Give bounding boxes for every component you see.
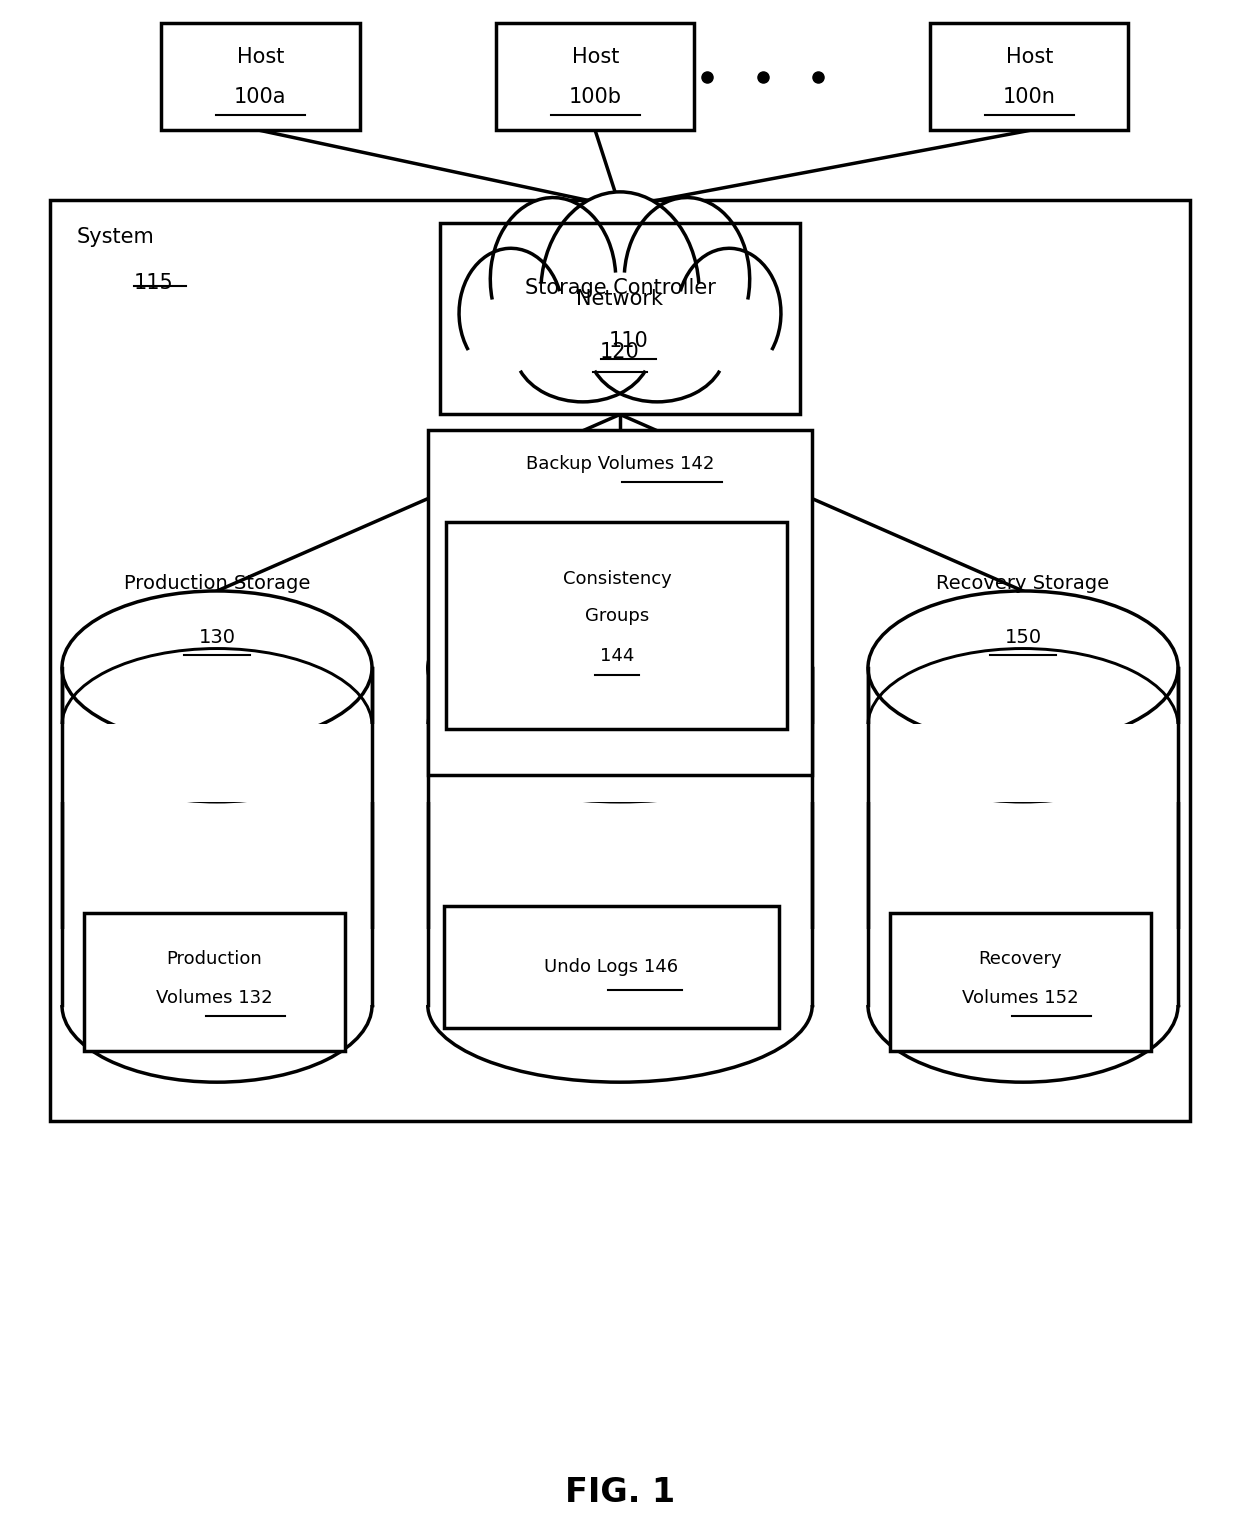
FancyBboxPatch shape [161,23,360,130]
Ellipse shape [515,298,651,402]
Text: 100a: 100a [234,86,286,107]
Ellipse shape [868,929,1178,1082]
Text: Volumes 132: Volumes 132 [156,989,273,1007]
Text: 120: 120 [600,342,640,362]
FancyBboxPatch shape [428,668,812,1005]
Text: Production Storage: Production Storage [124,574,310,593]
FancyBboxPatch shape [56,929,378,1005]
FancyBboxPatch shape [440,223,800,414]
FancyBboxPatch shape [862,929,1184,1005]
Text: Host: Host [1006,46,1053,68]
Ellipse shape [589,298,725,402]
Text: Production: Production [166,950,263,969]
Text: Host: Host [237,46,284,68]
FancyBboxPatch shape [868,668,1178,1005]
Text: 130: 130 [198,628,236,646]
FancyBboxPatch shape [890,913,1151,1051]
Ellipse shape [62,591,372,744]
Ellipse shape [624,198,750,361]
Text: 144: 144 [600,648,634,665]
Text: Backup Volumes 142: Backup Volumes 142 [526,454,714,473]
FancyBboxPatch shape [930,23,1128,130]
FancyBboxPatch shape [56,723,378,801]
FancyBboxPatch shape [428,430,812,775]
Text: 110: 110 [609,330,649,352]
FancyBboxPatch shape [446,522,787,729]
Text: Groups: Groups [585,608,649,625]
FancyBboxPatch shape [422,929,818,1005]
Text: Backup Storage 140: Backup Storage 140 [522,574,718,593]
Ellipse shape [541,192,699,391]
Ellipse shape [677,249,781,378]
FancyBboxPatch shape [496,23,694,130]
Text: 100n: 100n [1003,86,1055,107]
Ellipse shape [490,198,616,361]
Ellipse shape [428,929,812,1082]
Text: FIG. 1: FIG. 1 [565,1475,675,1509]
Text: Recovery: Recovery [978,950,1063,969]
FancyBboxPatch shape [50,200,1190,1121]
FancyBboxPatch shape [84,913,345,1051]
Text: 115: 115 [134,273,174,293]
Text: 100b: 100b [569,86,621,107]
Text: Network: Network [577,289,663,310]
Text: 150: 150 [1004,628,1042,646]
Text: Undo Logs 146: Undo Logs 146 [544,958,678,976]
FancyBboxPatch shape [862,723,1184,801]
Ellipse shape [428,591,812,744]
Text: Storage Controller: Storage Controller [525,278,715,298]
Ellipse shape [868,591,1178,744]
Text: System: System [77,227,155,247]
FancyBboxPatch shape [62,668,372,1005]
Ellipse shape [62,929,372,1082]
Text: Consistency: Consistency [563,571,671,588]
Ellipse shape [459,249,563,378]
Text: Recovery Storage: Recovery Storage [936,574,1110,593]
Text: Host: Host [572,46,619,68]
Text: Volumes 152: Volumes 152 [962,989,1079,1007]
FancyBboxPatch shape [444,906,779,1028]
FancyBboxPatch shape [422,723,818,801]
